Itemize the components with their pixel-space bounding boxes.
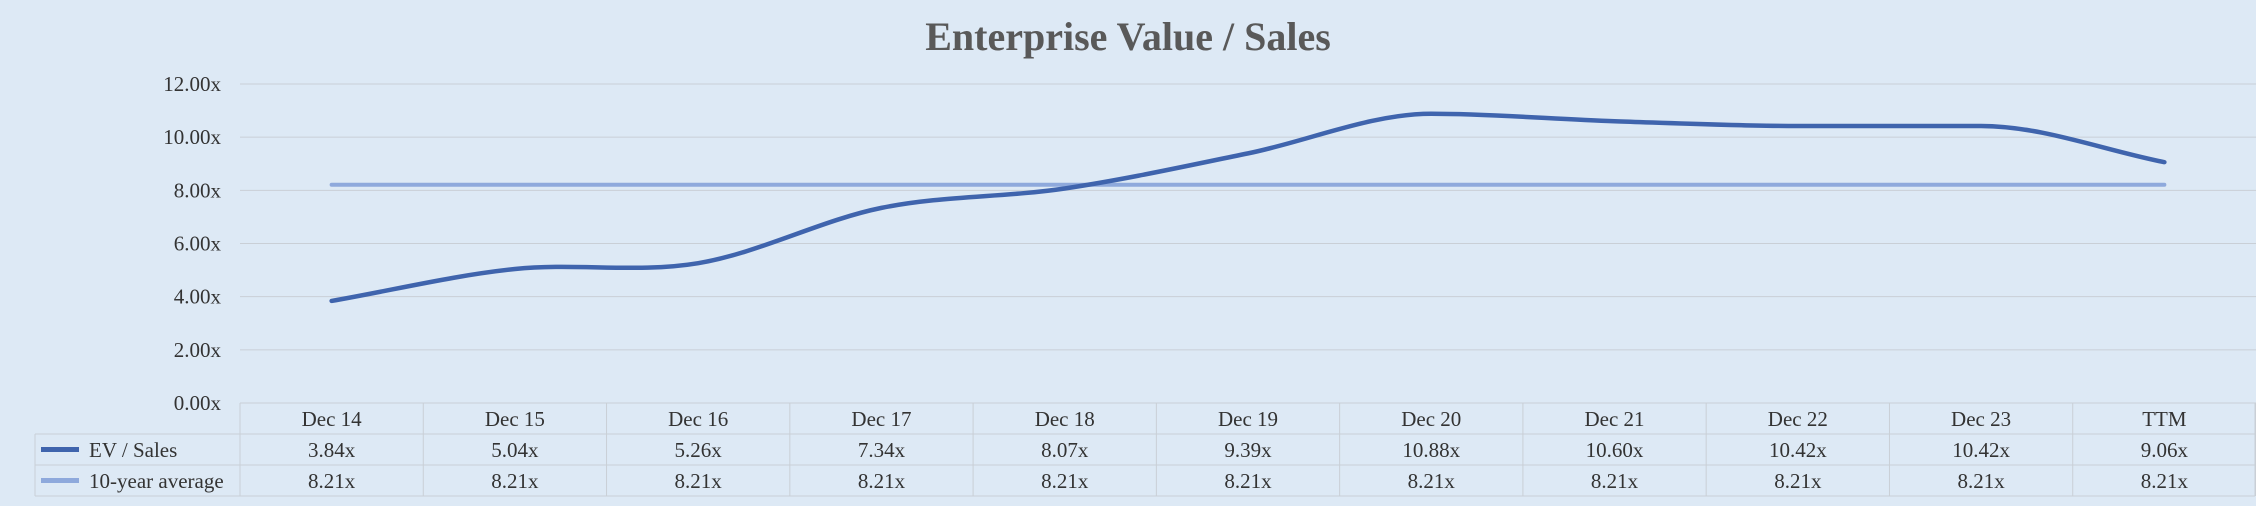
data-label-ev-sales: 9.06x — [2141, 438, 2189, 462]
data-label-ev-sales: 3.84x — [308, 438, 356, 462]
data-label-ev-sales: 8.07x — [1041, 438, 1089, 462]
y-tick-label: 12.00x — [163, 72, 221, 96]
x-category-label: Dec 20 — [1401, 407, 1461, 431]
data-label-ev-sales: 10.88x — [1402, 438, 1460, 462]
y-tick-label: 6.00x — [174, 232, 222, 256]
data-label-ev-sales: 7.34x — [858, 438, 906, 462]
series-line-ev-sales — [329, 111, 2167, 304]
data-label-ev-sales: 5.04x — [491, 438, 539, 462]
data-label-10-year-average: 8.21x — [675, 469, 723, 493]
x-category-label: Dec 21 — [1585, 407, 1645, 431]
x-category-label: Dec 23 — [1951, 407, 2011, 431]
y-tick-label: 2.00x — [174, 338, 222, 362]
data-label-ev-sales: 10.60x — [1586, 438, 1644, 462]
data-label-10-year-average: 8.21x — [1041, 469, 1089, 493]
data-label-10-year-average: 8.21x — [2141, 469, 2189, 493]
data-label-10-year-average: 8.21x — [858, 469, 906, 493]
data-label-10-year-average: 8.21x — [1408, 469, 1456, 493]
series-lines — [329, 111, 2167, 304]
chart-title: Enterprise Value / Sales — [925, 14, 1331, 59]
data-label-ev-sales: 9.39x — [1224, 438, 1272, 462]
data-label-10-year-average: 8.21x — [1774, 469, 1822, 493]
legend-label-ev-sales: EV / Sales — [89, 438, 177, 462]
y-axis-ticks: 0.00x 2.00x 4.00x 6.00x 8.00x 10.00x 12.00x — [163, 72, 221, 415]
y-tick-label: 0.00x — [174, 391, 222, 415]
data-label-ev-sales: 5.26x — [675, 438, 723, 462]
data-label-ev-sales: 10.42x — [1952, 438, 2010, 462]
x-category-label: Dec 14 — [302, 407, 363, 431]
x-category-label: TTM — [2142, 407, 2187, 431]
data-label-10-year-average: 8.21x — [1957, 469, 2005, 493]
data-table: Dec 14 Dec 15 Dec 16 Dec 17 Dec 18 Dec 19 Dec … — [34, 402, 2256, 497]
data-label-10-year-average: 8.21x — [1591, 469, 1639, 493]
gridlines — [240, 83, 2256, 404]
x-category-label: Dec 18 — [1035, 407, 1095, 431]
data-label-10-year-average: 8.21x — [1224, 469, 1272, 493]
x-category-label: Dec 16 — [668, 407, 728, 431]
y-tick-label: 10.00x — [163, 125, 221, 149]
data-label-10-year-average: 8.21x — [491, 469, 539, 493]
y-tick-label: 8.00x — [174, 178, 222, 202]
data-label-ev-sales: 10.42x — [1769, 438, 1827, 462]
x-category-label: Dec 15 — [485, 407, 545, 431]
x-category-label: Dec 19 — [1218, 407, 1278, 431]
data-label-10-year-average: 8.21x — [308, 469, 356, 493]
legend-label-10-year-average: 10-year average — [89, 469, 224, 493]
x-category-label: Dec 22 — [1768, 407, 1828, 431]
x-category-label: Dec 17 — [851, 407, 911, 431]
y-tick-label: 4.00x — [174, 285, 222, 309]
